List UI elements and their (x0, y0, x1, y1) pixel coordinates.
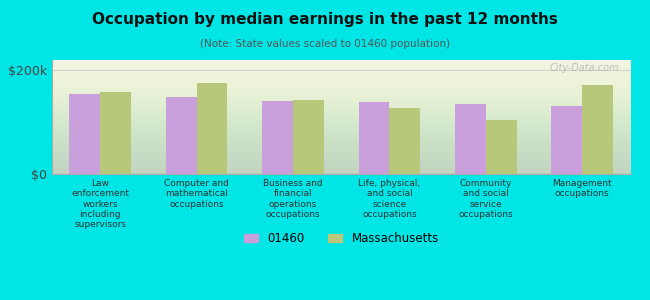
Bar (455, 104, 486, 174)
Bar (359, 103, 389, 174)
Legend: 01460, Massachusetts: 01460, Massachusetts (239, 228, 444, 250)
Bar (100, 92, 131, 174)
Bar (166, 97, 196, 174)
Bar (293, 100, 324, 174)
Bar (196, 83, 227, 174)
Bar (389, 108, 421, 174)
Bar (582, 85, 613, 174)
Bar (486, 120, 517, 174)
Bar (551, 106, 582, 174)
Bar (70, 94, 100, 174)
Text: Occupation by median earnings in the past 12 months: Occupation by median earnings in the pas… (92, 12, 558, 27)
Bar (262, 101, 293, 174)
Text: City-Data.com: City-Data.com (549, 63, 619, 74)
Text: (Note: State values scaled to 01460 population): (Note: State values scaled to 01460 popu… (200, 39, 450, 49)
